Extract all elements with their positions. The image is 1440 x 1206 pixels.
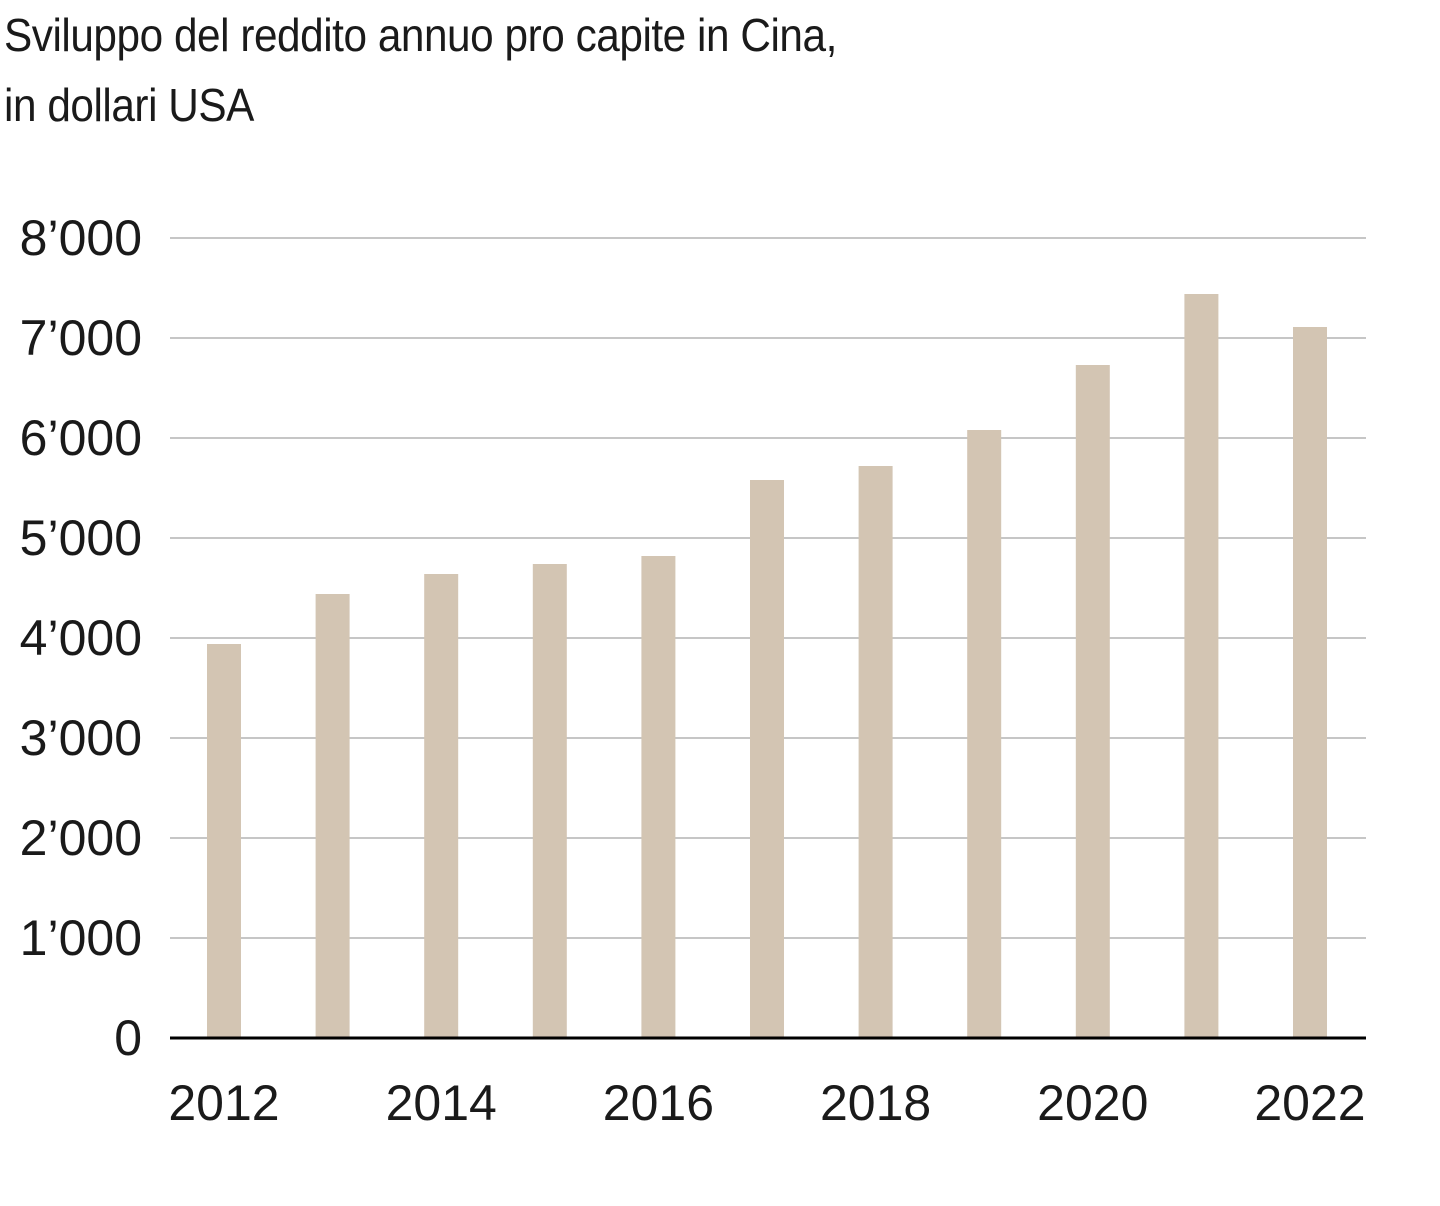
x-tick-label: 2018 bbox=[820, 1075, 931, 1131]
bar-2019 bbox=[967, 430, 1002, 1038]
bar-2013 bbox=[315, 594, 350, 1038]
y-tick-label: 6’000 bbox=[20, 410, 142, 466]
y-tick-label: 4’000 bbox=[20, 610, 142, 666]
bars bbox=[207, 294, 1327, 1038]
y-tick-label: 2’000 bbox=[20, 810, 142, 866]
x-tick-label: 2022 bbox=[1254, 1075, 1365, 1131]
y-tick-label: 0 bbox=[114, 1010, 142, 1066]
bar-2021 bbox=[1184, 294, 1219, 1038]
y-tick-label: 7’000 bbox=[20, 310, 142, 366]
chart-title-line-1: Sviluppo del reddito annuo pro capite in… bbox=[4, 9, 837, 61]
y-axis-tick-labels: 0 1’000 2’000 3’000 4’000 5’000 6’000 7’000 8’00… bbox=[20, 210, 142, 1066]
bar-2022 bbox=[1293, 327, 1327, 1038]
chart-title: Sviluppo del reddito annuo pro capite in… bbox=[4, 0, 1200, 140]
bar-2020 bbox=[1075, 365, 1110, 1038]
y-tick-label: 8’000 bbox=[20, 210, 142, 266]
x-tick-label: 2016 bbox=[603, 1075, 714, 1131]
x-tick-label: 2012 bbox=[168, 1075, 279, 1131]
y-tick-label: 3’000 bbox=[20, 710, 142, 766]
x-tick-label: 2020 bbox=[1037, 1075, 1148, 1131]
bar-2015 bbox=[532, 564, 567, 1038]
bar-2018 bbox=[858, 466, 893, 1038]
bar-2017 bbox=[750, 480, 784, 1038]
y-tick-label: 1’000 bbox=[20, 910, 142, 966]
x-tick-label: 2014 bbox=[386, 1075, 497, 1131]
x-axis-tick-labels: 2012 2014 2016 2018 2020 2022 bbox=[168, 1075, 1365, 1131]
bar-2014 bbox=[424, 574, 459, 1038]
y-tick-label: 5’000 bbox=[20, 510, 142, 566]
bar-2016 bbox=[641, 556, 676, 1038]
bar-2012 bbox=[207, 644, 241, 1038]
chart-title-line-2: in dollari USA bbox=[4, 79, 254, 131]
